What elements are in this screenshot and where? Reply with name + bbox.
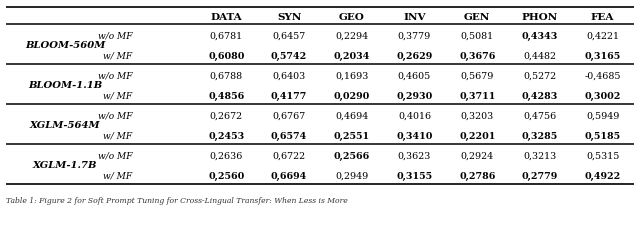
Text: 0,2566: 0,2566 [333, 151, 370, 160]
Text: w/o MF: w/o MF [97, 71, 132, 80]
Text: 0,3203: 0,3203 [461, 111, 494, 120]
Text: XGLM-564M: XGLM-564M [29, 121, 100, 130]
Text: w/o MF: w/o MF [97, 151, 132, 160]
Text: 0,4856: 0,4856 [208, 91, 244, 100]
Text: 0,2453: 0,2453 [208, 131, 244, 140]
Text: 0,5185: 0,5185 [584, 131, 621, 140]
Text: 0,4283: 0,4283 [522, 91, 558, 100]
Text: 0,6722: 0,6722 [273, 151, 306, 160]
Text: FEA: FEA [591, 13, 614, 22]
Text: GEN: GEN [464, 13, 490, 22]
Text: 0,2201: 0,2201 [459, 131, 495, 140]
Text: 0,0290: 0,0290 [333, 91, 370, 100]
Text: w/ MF: w/ MF [103, 91, 132, 100]
Text: 0,4177: 0,4177 [271, 91, 307, 100]
Text: DATA: DATA [211, 13, 242, 22]
Text: 0,2636: 0,2636 [210, 151, 243, 160]
Text: 0,4482: 0,4482 [524, 51, 556, 60]
Text: 0,1693: 0,1693 [335, 71, 369, 80]
Text: 0,3676: 0,3676 [459, 51, 495, 60]
Text: 0,2949: 0,2949 [335, 171, 369, 180]
Text: 0,4922: 0,4922 [584, 171, 621, 180]
Text: w/ MF: w/ MF [103, 171, 132, 180]
Text: 0,3213: 0,3213 [524, 151, 557, 160]
Text: 0,2930: 0,2930 [396, 91, 433, 100]
Text: 0,2294: 0,2294 [335, 31, 369, 40]
Text: 0,5679: 0,5679 [461, 71, 494, 80]
Text: 0,6574: 0,6574 [271, 131, 307, 140]
Text: 0,3155: 0,3155 [396, 171, 433, 180]
Text: 0,3285: 0,3285 [522, 131, 558, 140]
Text: 0,3711: 0,3711 [459, 91, 495, 100]
Text: 0,6403: 0,6403 [273, 71, 306, 80]
Text: 0,2629: 0,2629 [396, 51, 433, 60]
Text: PHON: PHON [522, 13, 558, 22]
Text: 0,6767: 0,6767 [273, 111, 306, 120]
Text: 0,3779: 0,3779 [398, 31, 431, 40]
Text: BLOOM-560M: BLOOM-560M [25, 41, 105, 50]
Text: BLOOM-1.1B: BLOOM-1.1B [28, 81, 102, 90]
Text: 0,4221: 0,4221 [586, 31, 619, 40]
Text: 0,2672: 0,2672 [210, 111, 243, 120]
Text: 0,2034: 0,2034 [333, 51, 370, 60]
Text: 0,2786: 0,2786 [459, 171, 495, 180]
Text: -0,4685: -0,4685 [584, 71, 621, 80]
Text: 0,2779: 0,2779 [522, 171, 558, 180]
Text: 0,2551: 0,2551 [333, 131, 370, 140]
Text: 0,6788: 0,6788 [210, 71, 243, 80]
Text: 0,4694: 0,4694 [335, 111, 369, 120]
Text: 0,5272: 0,5272 [524, 71, 557, 80]
Text: w/o MF: w/o MF [97, 111, 132, 120]
Text: INV: INV [403, 13, 426, 22]
Text: 0,3410: 0,3410 [396, 131, 433, 140]
Text: 0,6457: 0,6457 [273, 31, 306, 40]
Text: w/ MF: w/ MF [103, 51, 132, 60]
Text: 0,5949: 0,5949 [586, 111, 620, 120]
Text: GEO: GEO [339, 13, 365, 22]
Text: 0,3002: 0,3002 [584, 91, 621, 100]
Text: 0,4016: 0,4016 [398, 111, 431, 120]
Text: 0,6781: 0,6781 [210, 31, 243, 40]
Text: w/o MF: w/o MF [97, 31, 132, 40]
Text: 0,6694: 0,6694 [271, 171, 307, 180]
Text: w/ MF: w/ MF [103, 131, 132, 140]
Text: 0,5315: 0,5315 [586, 151, 620, 160]
Text: 0,3165: 0,3165 [584, 51, 621, 60]
Text: 0,5742: 0,5742 [271, 51, 307, 60]
Text: 0,3623: 0,3623 [398, 151, 431, 160]
Text: 0,4756: 0,4756 [524, 111, 557, 120]
Text: 0,2924: 0,2924 [461, 151, 494, 160]
Text: 0,4343: 0,4343 [522, 31, 558, 40]
Text: 0,5081: 0,5081 [461, 31, 494, 40]
Text: Table 1: Figure 2 for Soft Prompt Tuning for Cross-Lingual Transfer: When Less i: Table 1: Figure 2 for Soft Prompt Tuning… [6, 196, 348, 204]
Text: XGLM-1.7B: XGLM-1.7B [33, 161, 97, 170]
Text: 0,2560: 0,2560 [208, 171, 244, 180]
Text: 0,4605: 0,4605 [398, 71, 431, 80]
Text: SYN: SYN [277, 13, 301, 22]
Text: 0,6080: 0,6080 [208, 51, 244, 60]
